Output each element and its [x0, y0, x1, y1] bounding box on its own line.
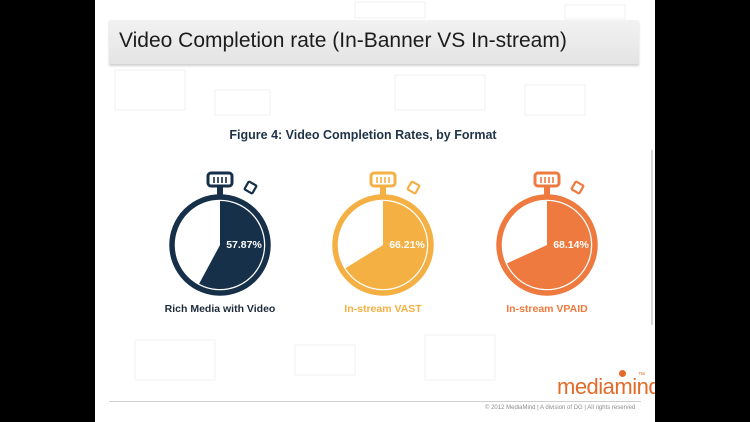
- copyright: © 2012 MediaMind | A division of DG | Al…: [485, 405, 636, 411]
- slide-title: Video Completion rate (In-Banner VS In-s…: [119, 29, 567, 52]
- value-label-in-stream-vpaid: 68.14%: [553, 239, 589, 251]
- brand-logo: mediamind: [557, 374, 655, 399]
- stopwatch-side-button-in-stream-vast: [406, 180, 421, 195]
- stopwatch-crown-in-stream-vast: [369, 171, 397, 188]
- brand-trademark: ™: [638, 372, 645, 379]
- brand-dot-icon: [619, 370, 626, 377]
- stopwatch-chart: 57.87% Rich Media with Video 66.21% In-stre…: [165, 171, 598, 315]
- pie-slice-rich-media-with-video: [199, 201, 264, 289]
- stopwatch-crown-in-stream-vpaid: [533, 171, 561, 188]
- value-label-rich-media-with-video: 57.87%: [226, 239, 262, 251]
- pie-slice-in-stream-vpaid: [507, 201, 591, 289]
- stopwatch-crown-rich-media-with-video: [206, 171, 234, 188]
- pie-slice-in-stream-vast: [345, 201, 427, 289]
- background-pattern: [114, 1, 626, 381]
- stopwatch-side-button-rich-media-with-video: [243, 180, 258, 195]
- category-label-in-stream-vpaid: In-stream VPAID: [506, 303, 588, 315]
- stopwatch-stem-in-stream-vast: [380, 185, 386, 195]
- value-label-in-stream-vast: 66.21%: [389, 239, 425, 251]
- footer-divider: [109, 401, 641, 402]
- stopwatch-stem-in-stream-vpaid: [544, 185, 550, 195]
- category-label-in-stream-vast: In-stream VAST: [344, 303, 422, 315]
- figure-edge: [651, 150, 653, 325]
- figure-title: Figure 4: Video Completion Rates, by For…: [229, 128, 497, 142]
- slide: Video Completion rate (In-Banner VS In-s…: [95, 0, 655, 422]
- title-bar: Video Completion rate (In-Banner VS In-s…: [109, 20, 639, 64]
- stopwatch-side-button-in-stream-vpaid: [570, 180, 585, 195]
- category-label-rich-media-with-video: Rich Media with Video: [165, 303, 276, 315]
- stopwatch-stem-rich-media-with-video: [217, 185, 223, 195]
